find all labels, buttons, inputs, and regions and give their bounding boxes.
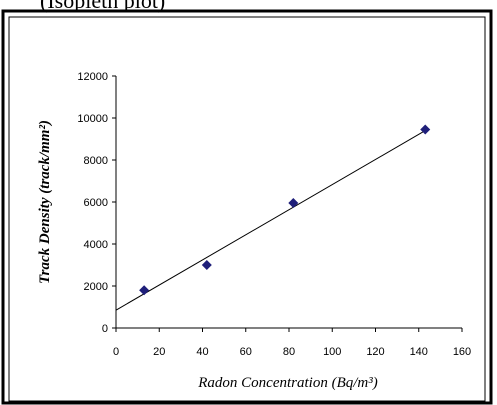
inner-frame [8, 16, 486, 402]
x-tick-label: 20 [153, 346, 165, 358]
outer-frame [1, 9, 493, 405]
data-point-diamond [288, 198, 299, 209]
x-axis-title: Radon Concentration (Bq/m³) [197, 375, 377, 391]
x-tick-label: 40 [196, 346, 208, 358]
y-axis-title: Track Density (track/mm²) [37, 120, 53, 284]
x-tick-label: 80 [283, 346, 295, 358]
x-tick-label: 100 [323, 346, 341, 358]
y-tick-label: 0 [102, 323, 108, 335]
y-tick-label: 10000 [77, 113, 108, 125]
y-tick-label: 4000 [84, 239, 108, 251]
x-tick-group: 0 20 40 60 80 100 120 140 160 [113, 328, 471, 358]
x-tick-label: 0 [113, 346, 119, 358]
y-tick-label: 12000 [77, 71, 108, 83]
x-tick-label: 60 [240, 346, 252, 358]
data-point-diamond [201, 260, 212, 270]
data-points [139, 124, 431, 296]
data-point-diamond [420, 124, 431, 135]
y-tick-group: 0 2000 4000 6000 8000 10000 12000 [77, 71, 116, 335]
y-tick-label: 2000 [84, 281, 108, 293]
x-tick-label: 120 [366, 346, 384, 358]
data-point-diamond [139, 285, 150, 296]
y-tick-label: 6000 [84, 197, 108, 209]
x-tick-label: 140 [410, 346, 428, 358]
y-tick-label: 8000 [84, 155, 108, 167]
x-tick-label: 160 [453, 346, 471, 358]
trendline [115, 130, 426, 311]
